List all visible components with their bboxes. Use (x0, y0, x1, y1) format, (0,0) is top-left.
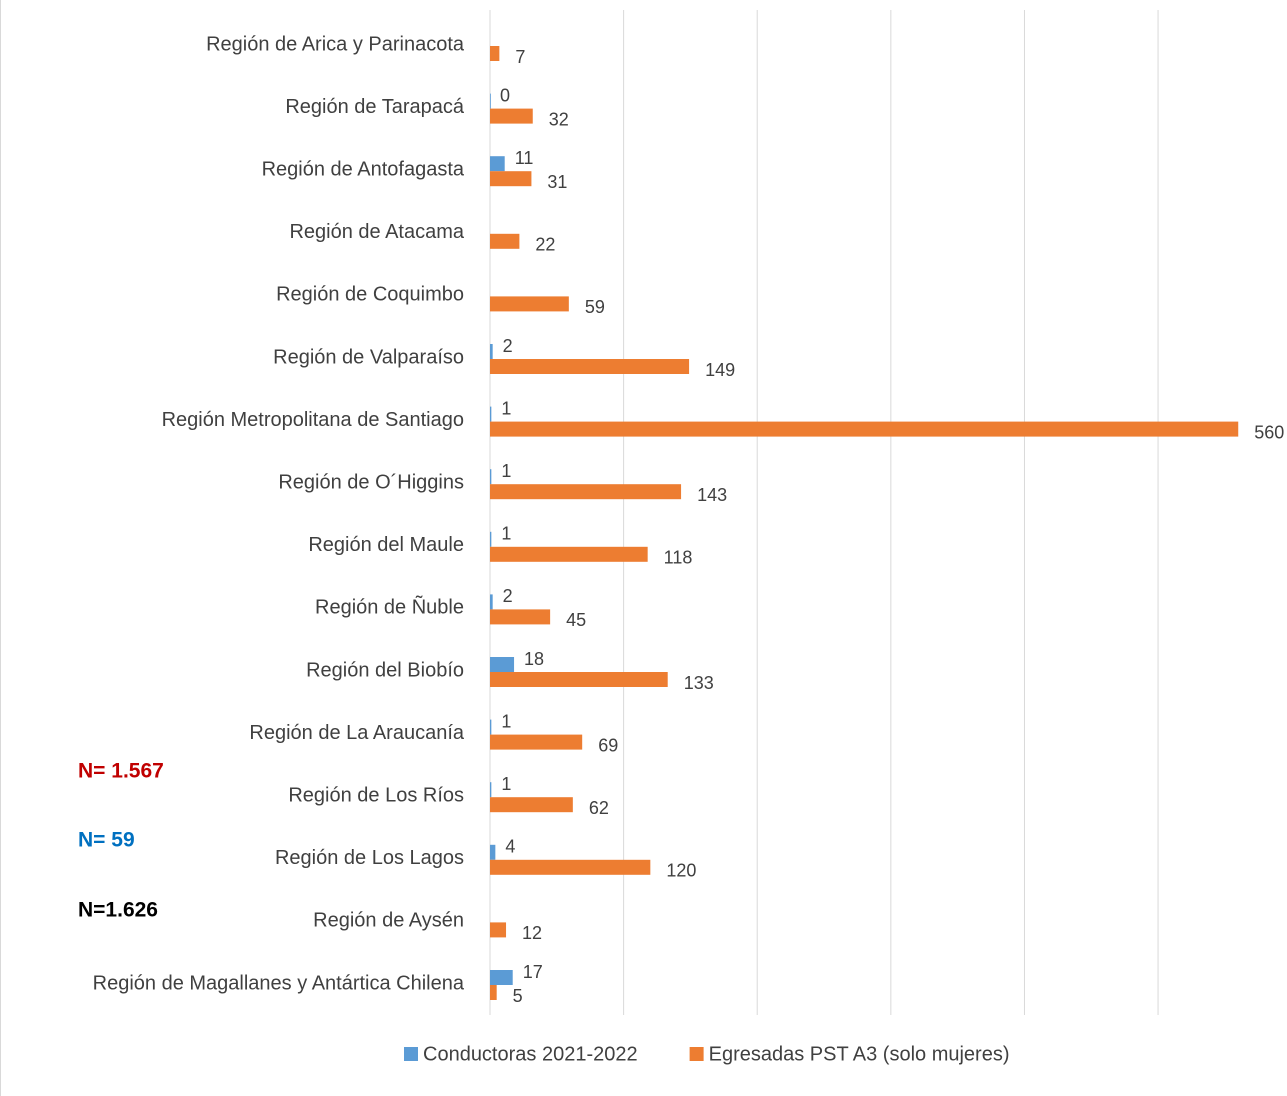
bar (490, 406, 492, 422)
data-label: 120 (666, 861, 696, 881)
bar (490, 484, 682, 500)
bar (490, 531, 492, 547)
bar (490, 93, 491, 109)
bar (490, 844, 496, 860)
data-label: 11 (515, 148, 534, 168)
category-label: Región de Valparaíso (273, 346, 464, 368)
category-label: Región de Antofagasta (262, 158, 465, 180)
bar (490, 985, 497, 1000)
data-label: 12 (522, 923, 542, 943)
bar (490, 108, 533, 124)
data-label: 32 (549, 109, 569, 129)
category-label: Región de Magallanes y Antártica Chilena (93, 972, 465, 994)
category-label: Región de Aysén (313, 910, 464, 932)
data-label: 143 (697, 485, 727, 505)
annotation: N= 1.567 (78, 760, 164, 783)
bar (490, 672, 668, 687)
bar (490, 657, 515, 672)
bar (490, 719, 492, 735)
category-label: Región de Los Ríos (288, 784, 464, 806)
category-label: Región de O´Higgins (278, 471, 464, 493)
category-label: Región de Coquimbo (276, 284, 464, 306)
bar (490, 359, 690, 374)
data-label: 59 (585, 297, 605, 317)
category-label: Región de Tarapacá (285, 96, 465, 118)
data-label: 45 (566, 610, 586, 630)
bar (490, 156, 505, 172)
data-label: 18 (524, 649, 544, 669)
bar (490, 609, 551, 625)
category-label: Región Metropolitana de Santiago (162, 409, 464, 431)
category-label: Región de Atacama (289, 221, 464, 243)
bar (490, 734, 583, 750)
category-label: Región de La Araucanía (249, 722, 464, 744)
bar (490, 546, 648, 562)
data-label: 1 (501, 711, 511, 731)
data-label: 4 (505, 837, 515, 857)
data-label: 133 (684, 673, 714, 693)
category-label: Región de Arica y Parinacota (206, 33, 465, 55)
data-label: 149 (705, 360, 735, 380)
data-label: 17 (523, 962, 543, 982)
data-label: 560 (1254, 422, 1284, 442)
data-label: 118 (664, 548, 693, 568)
data-label: 62 (589, 798, 609, 818)
bar (490, 344, 493, 359)
bar (490, 171, 532, 187)
data-label: 0 (500, 85, 510, 105)
data-label: 5 (513, 986, 523, 1006)
data-label: 7 (515, 47, 525, 67)
bar (490, 797, 573, 813)
bar (490, 922, 507, 938)
legend-label: Egresadas PST A3 (solo mujeres) (709, 1043, 1010, 1065)
legend-swatch (689, 1047, 704, 1061)
category-label: Región del Biobío (306, 659, 464, 681)
category-label: Región de Los Lagos (275, 847, 464, 869)
data-label: 1 (501, 774, 511, 794)
bar (490, 296, 569, 312)
data-label: 69 (598, 735, 618, 755)
annotation: N= 59 (78, 829, 135, 852)
bar (490, 421, 1239, 437)
legend-swatch (404, 1047, 418, 1061)
data-label: 31 (547, 172, 567, 192)
data-label: 2 (503, 336, 513, 356)
data-label: 22 (535, 235, 555, 255)
bar (490, 859, 651, 875)
bar (490, 970, 513, 985)
data-label: 2 (503, 586, 513, 606)
category-label: Región del Maule (308, 534, 464, 556)
data-label: 1 (501, 524, 511, 544)
data-label: 1 (501, 461, 511, 481)
legend-label: Conductoras 2021-2022 (423, 1043, 638, 1065)
bar (490, 782, 492, 798)
annotation: N=1.626 (78, 899, 158, 922)
bar (490, 469, 492, 485)
data-label: 1 (501, 398, 511, 418)
category-label: Región de Ñuble (315, 595, 464, 619)
bar (490, 594, 493, 610)
bar (490, 46, 500, 61)
bar (490, 233, 520, 249)
